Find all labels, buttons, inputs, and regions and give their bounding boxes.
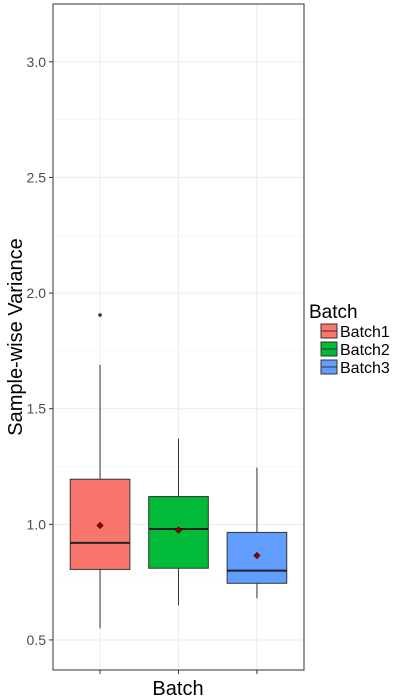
y-tick-label: 2.0 bbox=[27, 285, 47, 301]
boxes bbox=[69, 313, 288, 629]
y-axis-title: Sample-wise Variance bbox=[5, 238, 27, 436]
mean-marker bbox=[253, 551, 261, 560]
x-axis-title: Batch bbox=[152, 678, 203, 700]
legend-item-batch3: Batch3 bbox=[320, 359, 390, 377]
legend-item-batch2: Batch2 bbox=[320, 341, 390, 359]
legend-label: Batch2 bbox=[340, 342, 390, 359]
legend-item-batch1: Batch1 bbox=[320, 323, 390, 341]
y-tick-label: 1.0 bbox=[27, 516, 47, 532]
box-batch2 bbox=[148, 438, 209, 606]
y-tick-label: 2.5 bbox=[27, 169, 47, 185]
box-batch1 bbox=[69, 313, 131, 629]
legend-title: Batch bbox=[309, 302, 358, 323]
box-batch3 bbox=[226, 467, 288, 599]
outlier-point bbox=[98, 313, 102, 317]
y-tick-label: 1.5 bbox=[27, 401, 47, 417]
mean-marker bbox=[174, 526, 183, 534]
legend-label: Batch1 bbox=[340, 324, 390, 341]
mean-marker bbox=[96, 521, 104, 530]
x-axis-ticks bbox=[99, 670, 258, 674]
y-tick-label: 0.5 bbox=[27, 632, 47, 648]
y-axis-ticks: 0.5 1.0 1.5 2.0 2.5 3.0 bbox=[27, 54, 53, 648]
legend-label: Batch3 bbox=[340, 360, 390, 377]
y-tick-label: 3.0 bbox=[27, 54, 47, 70]
